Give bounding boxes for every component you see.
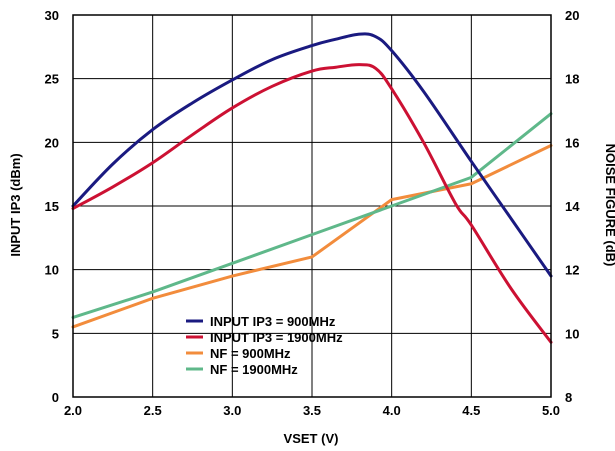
x-axis-title: VSET (V)	[284, 431, 339, 446]
y-left-tick-label: 15	[45, 199, 59, 214]
tick-labels: 2.0 2.5 3.0 3.5 4.0 4.5 5.0 0 5 10 15 20 25 30 8 10 12 14…	[45, 8, 581, 418]
y-right-tick-label: 12	[565, 263, 579, 278]
x-tick-label: 4.5	[462, 403, 480, 418]
x-tick-label: 2.5	[144, 403, 162, 418]
plot-border	[72, 14, 552, 398]
y-left-tick-label: 25	[45, 72, 59, 87]
y-axis-left-title: INPUT IP3 (dBm)	[8, 153, 23, 256]
y-right-tick-label: 20	[565, 8, 579, 23]
y-left-tick-label: 5	[52, 326, 59, 341]
series-line-3	[71, 112, 553, 319]
y-axis-right-title: NOISE FIGURE (dB)	[603, 144, 615, 267]
legend-label: NF = 1900MHz	[210, 362, 298, 377]
series-line-1	[71, 63, 553, 344]
legend-label: NF = 900MHz	[210, 346, 291, 361]
legend-label: INPUT IP3 = 900MHz	[210, 314, 336, 329]
y-right-tick-label: 16	[565, 135, 579, 150]
y-right-tick-label: 10	[565, 326, 579, 341]
y-left-tick-label: 10	[45, 263, 59, 278]
x-tick-label: 2.0	[64, 403, 82, 418]
y-right-tick-label: 18	[565, 72, 579, 87]
series-lines	[71, 32, 553, 344]
plot-frame	[72, 14, 552, 398]
x-tick-label: 3.0	[223, 403, 241, 418]
x-tick-label: 4.0	[383, 403, 401, 418]
y-right-tick-label: 14	[565, 199, 580, 214]
y-left-tick-label: 0	[52, 390, 59, 405]
legend-label: INPUT IP3 = 1900MHz	[210, 330, 343, 345]
series-line-2	[71, 144, 553, 329]
x-tick-label: 3.5	[303, 403, 321, 418]
x-tick-label: 5.0	[542, 403, 560, 418]
series-line-0	[71, 32, 553, 278]
y-left-tick-label: 20	[45, 135, 59, 150]
y-left-tick-label: 30	[45, 8, 59, 23]
y-right-tick-label: 8	[565, 390, 572, 405]
